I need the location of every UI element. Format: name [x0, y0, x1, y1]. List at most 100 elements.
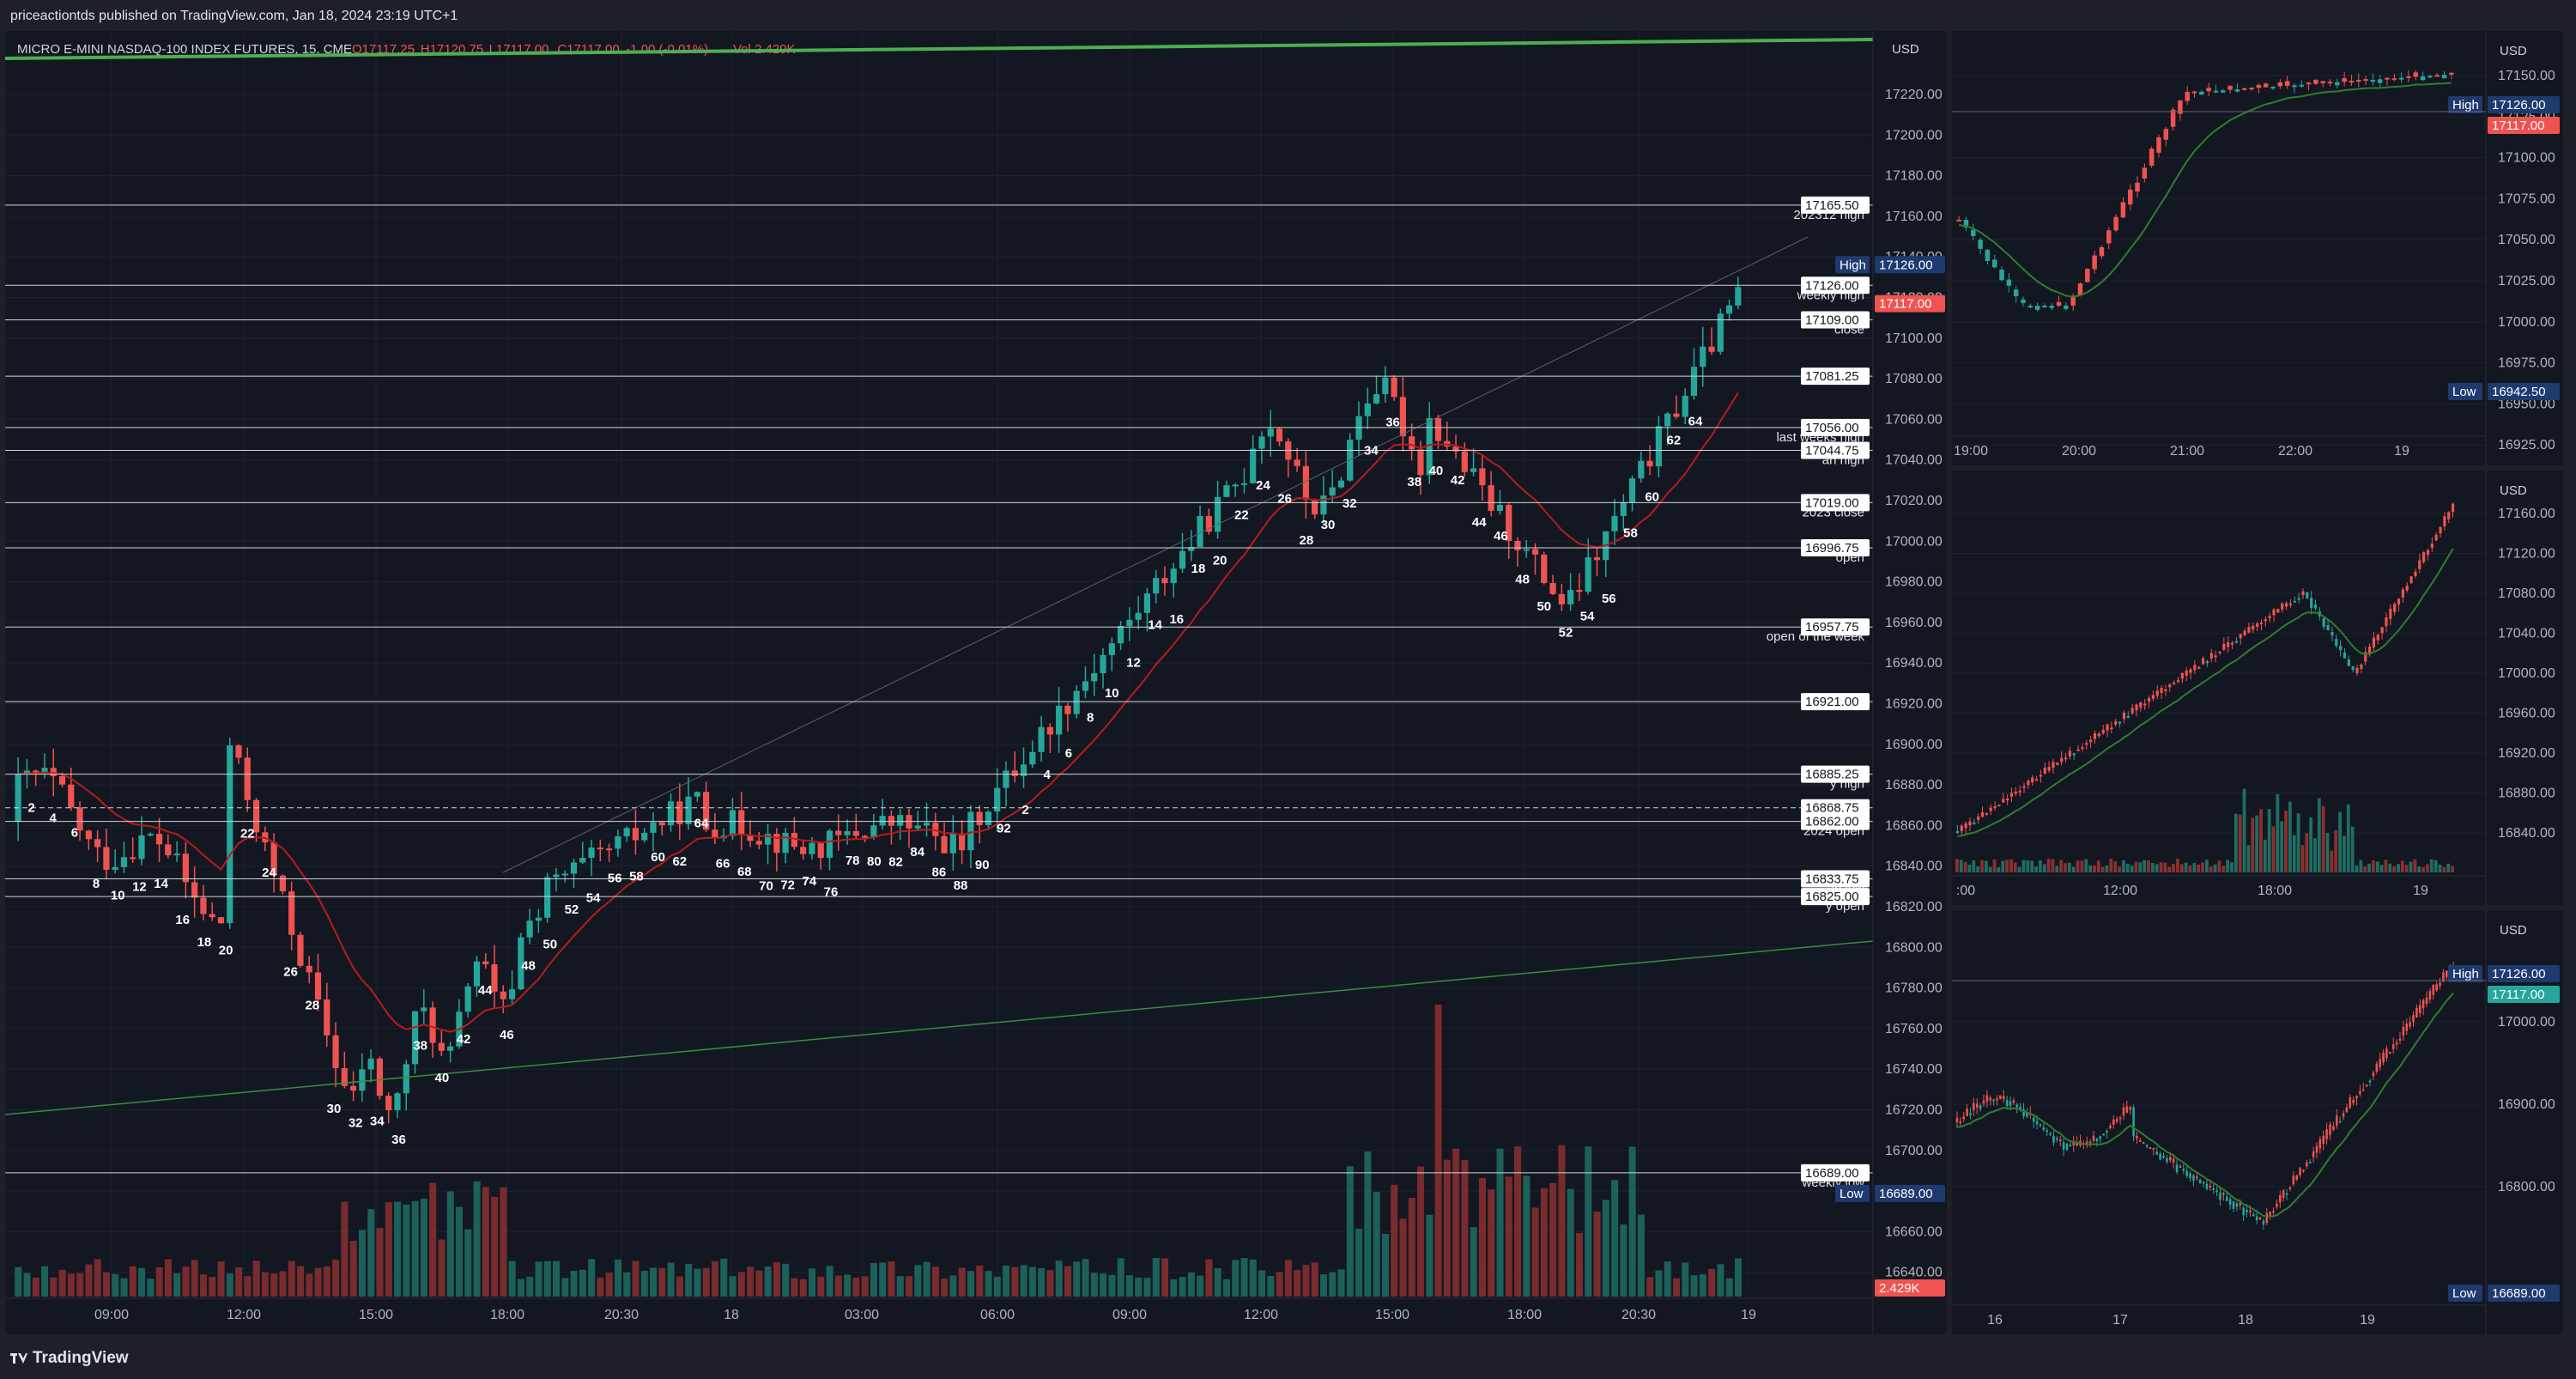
volume-bar	[826, 1266, 833, 1297]
publish-header: priceactiontds published on TradingView.…	[0, 0, 2576, 31]
time-tick: 12:00	[227, 1308, 261, 1322]
chart-bottom-right-panel[interactable]: 17000.00 16900.00 16800.00 USD 16 17 18 19 High 1…	[1952, 910, 2563, 1334]
time-tick: 17	[2112, 1313, 2128, 1327]
bar-number: 44	[478, 983, 493, 998]
volume-bar	[67, 1273, 75, 1297]
main-chart[interactable]: MICRO E-MINI NASDAQ-100 INDEX FUTURES, 1…	[5, 31, 1947, 1334]
chart-top-right[interactable]: 17150.0017125.0017100.0017075.0017050.00…	[1952, 31, 2563, 465]
candle-body	[2180, 672, 2184, 679]
candle-body	[2027, 781, 2030, 786]
price-axis-tick: 17075.00	[2498, 191, 2555, 206]
volume-bar	[209, 1277, 216, 1297]
candle-body	[1020, 764, 1027, 776]
time-tick: 20:30	[604, 1308, 639, 1322]
bar-number: 52	[565, 902, 579, 917]
volume-bar	[1682, 1262, 1689, 1297]
candle-body	[341, 1068, 348, 1086]
candle-body	[1223, 485, 1230, 497]
candle-body	[2135, 182, 2140, 192]
candle-body	[2377, 79, 2383, 83]
candle-body	[2189, 1173, 2191, 1178]
volume-bar	[2221, 866, 2226, 872]
chart-bottom-right[interactable]: 17000.00 16900.00 16800.00 USD 16 17 18 19 High 1…	[1952, 910, 2563, 1334]
candle-body	[2221, 90, 2226, 93]
candles	[1955, 501, 2455, 837]
candle-body	[1977, 816, 1980, 820]
candle-body	[2418, 1005, 2421, 1013]
candle-body	[2349, 1097, 2352, 1108]
volume-bar	[1082, 1259, 1089, 1297]
candle-body	[844, 830, 851, 835]
currency-label: USD	[2500, 923, 2527, 938]
volume-bar	[2280, 821, 2284, 872]
level-price-badge: 16885.25	[1805, 768, 1859, 782]
candle-body	[2406, 76, 2411, 78]
candle-body	[235, 745, 242, 758]
volume-bar	[2163, 862, 2167, 872]
tradingview-logo[interactable]: TradingView	[10, 1349, 129, 1368]
candle-body	[2168, 684, 2172, 688]
price-axis-bg	[1873, 31, 1947, 1334]
candle-body	[1979, 1105, 1982, 1109]
candle-body	[2013, 289, 2019, 296]
main-chart-panel[interactable]: MICRO E-MINI NASDAQ-100 INDEX FUTURES, 1…	[5, 31, 1947, 1334]
volume-bar	[1575, 1232, 1584, 1297]
candle-body	[2139, 702, 2143, 708]
bar-number: 20	[1213, 553, 1227, 568]
volume-bar	[2259, 809, 2263, 872]
bar-number: 10	[1105, 686, 1119, 701]
volume-bar	[102, 1272, 111, 1297]
candle-body	[2342, 77, 2347, 82]
high-label-badge: High	[2452, 967, 2479, 981]
candle-body	[2185, 1170, 2188, 1176]
volume-bar	[1143, 1278, 1151, 1297]
chart-mid-right-panel[interactable]: 17160.00 17120.00 17080.00 17040.00 17000.00…	[1952, 471, 2563, 905]
candle-body	[2306, 1162, 2308, 1167]
bar-number: 26	[1277, 492, 1292, 507]
time-tick: 15:00	[359, 1308, 393, 1322]
price-axis-tick: 16975.00	[2498, 356, 2555, 371]
candle-body	[2367, 647, 2372, 655]
volume-bar	[720, 1258, 728, 1297]
price-axis-tick: 17000.00	[2498, 1015, 2555, 1030]
candle-body	[1479, 468, 1486, 486]
candle-body	[429, 1007, 436, 1043]
candle-body	[227, 745, 233, 924]
candle-body	[482, 961, 489, 965]
candle-body	[2147, 697, 2151, 702]
chart-top-right-panel[interactable]: 17150.0017125.0017100.0017075.0017050.00…	[1952, 31, 2563, 465]
candle-body	[2085, 268, 2090, 282]
candle-body	[2085, 1141, 2088, 1145]
chart-mid-right[interactable]: 17160.00 17120.00 17080.00 17040.00 17000.00…	[1952, 471, 2563, 905]
candle-body	[2149, 149, 2155, 166]
candle-body	[2320, 81, 2325, 84]
candle-body	[976, 811, 983, 825]
candle-body	[2259, 623, 2264, 625]
volume-bar	[2442, 866, 2446, 872]
volume-bar	[2446, 863, 2451, 872]
candle-body	[597, 847, 603, 850]
volume-bar	[852, 1277, 860, 1297]
candle-body	[641, 832, 648, 841]
candle-body	[2239, 634, 2242, 639]
candle-body	[2106, 1131, 2108, 1133]
candle-body	[2243, 630, 2246, 635]
volume-bar	[2155, 864, 2159, 872]
volume-bar	[2251, 817, 2255, 872]
candle-body	[2295, 1175, 2298, 1180]
candle-body	[2329, 1124, 2331, 1135]
volume-bar	[1073, 1261, 1081, 1297]
volume-bar	[1276, 1272, 1283, 1297]
level-price-badge-bg	[1801, 765, 1870, 783]
candle-body	[1197, 515, 1203, 547]
volume-bar	[2417, 866, 2421, 872]
candle-body	[2428, 991, 2432, 1000]
level-price-badge: 16689.00	[1805, 1166, 1859, 1181]
time-tick: 20:00	[2062, 444, 2096, 459]
volume-bar	[667, 1262, 675, 1297]
volume-bar	[1664, 1261, 1671, 1297]
volume-bar	[32, 1277, 39, 1297]
volume-bar	[2093, 865, 2096, 872]
candle-body	[1188, 546, 1195, 551]
candle-body	[244, 757, 251, 800]
